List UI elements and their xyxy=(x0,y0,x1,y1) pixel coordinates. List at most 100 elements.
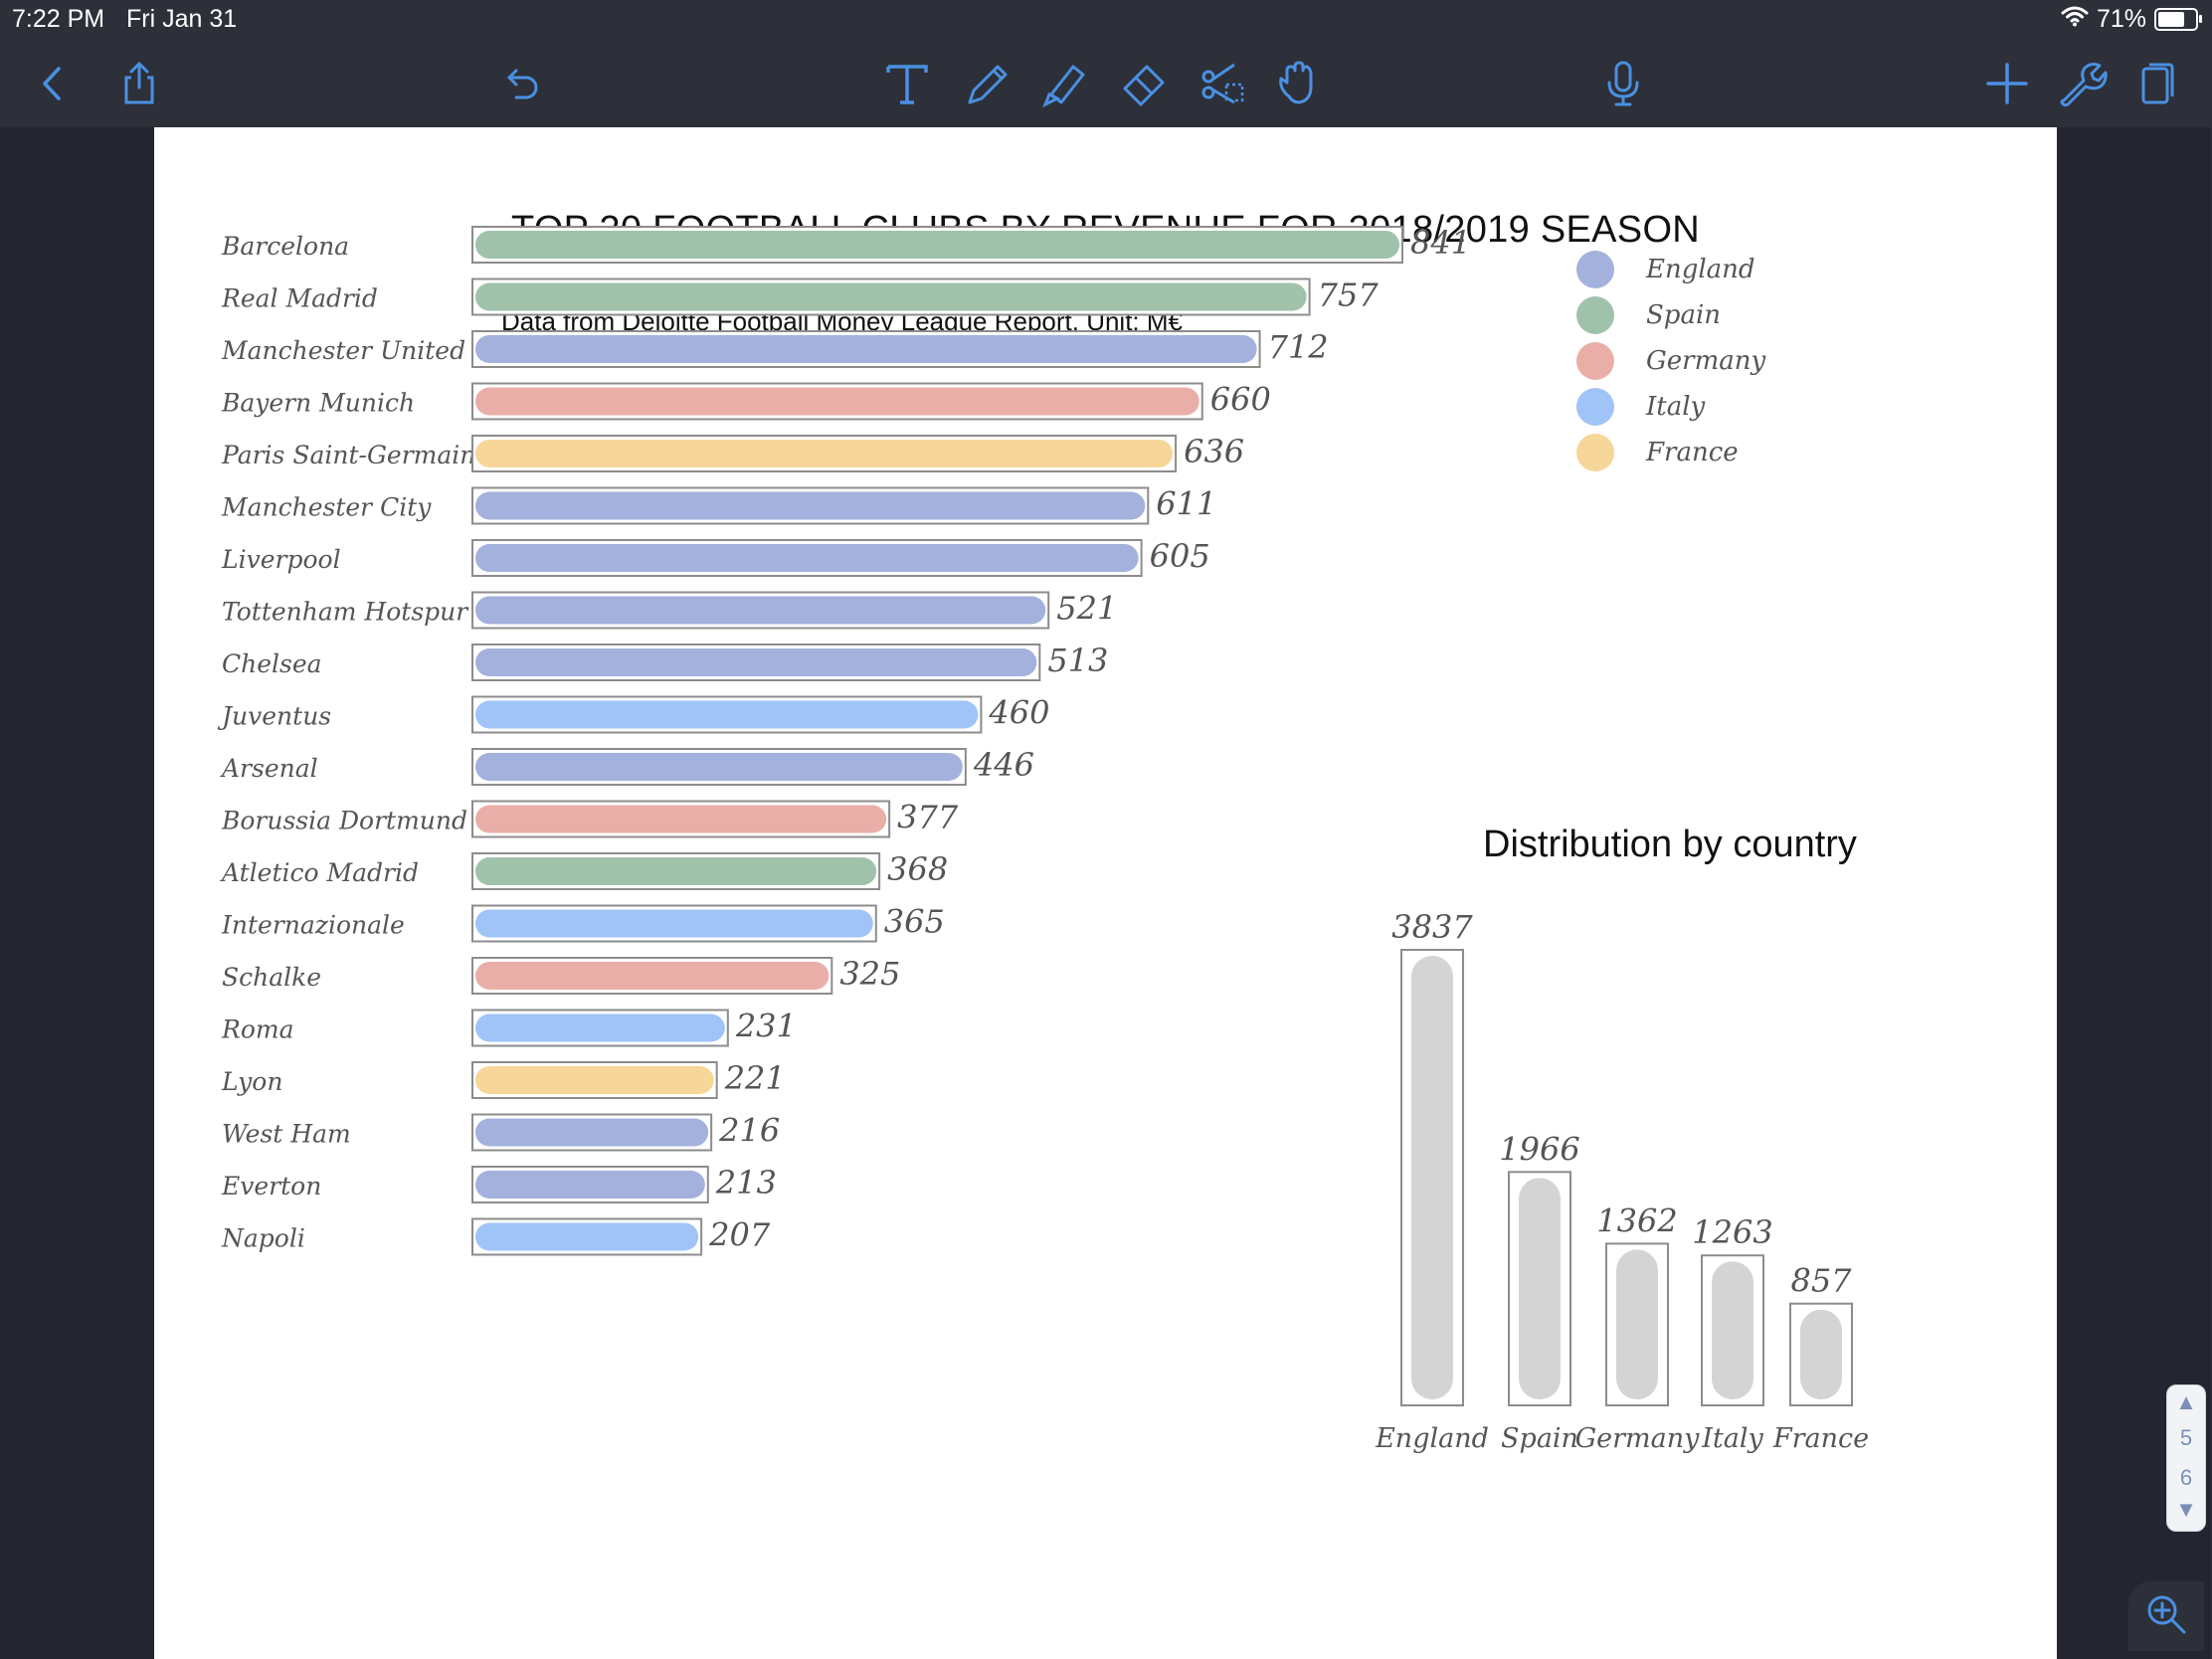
current-page-number: 5 xyxy=(2179,1425,2193,1450)
wifi-icon xyxy=(2061,5,2089,34)
bar xyxy=(475,753,963,781)
club-label: West Ham xyxy=(222,1120,351,1149)
bar xyxy=(475,962,830,990)
legend-label: Italy xyxy=(1645,392,1706,422)
zoom-button[interactable] xyxy=(2128,1581,2204,1651)
country-value-label: 3837 xyxy=(1391,908,1473,946)
bar-value-label: 213 xyxy=(715,1164,777,1201)
legend-swatch xyxy=(1576,342,1614,380)
next-page-number: 6 xyxy=(2179,1465,2193,1490)
bar-value-label: 636 xyxy=(1184,433,1244,470)
bar xyxy=(475,857,877,885)
bar xyxy=(475,282,1307,311)
page-down-icon[interactable]: ▼ xyxy=(2175,1497,2197,1522)
country-label: Germany xyxy=(1575,1423,1701,1454)
bar-value-label: 368 xyxy=(887,850,948,888)
share-icon[interactable] xyxy=(109,54,169,113)
bar xyxy=(475,1222,699,1251)
club-label: Borussia Dortmund xyxy=(221,807,467,835)
club-label: Atletico Madrid xyxy=(220,858,419,887)
toolbar xyxy=(0,40,2212,127)
club-label: Arsenal xyxy=(220,754,318,783)
bar xyxy=(475,231,1399,259)
bar-value-label: 841 xyxy=(1410,224,1471,262)
country-value-label: 1966 xyxy=(1499,1130,1579,1168)
bar-value-label: 446 xyxy=(973,746,1034,784)
country-value-label: 1362 xyxy=(1596,1201,1677,1239)
bar-value-label: 460 xyxy=(988,694,1049,732)
country-bar xyxy=(1616,1249,1658,1399)
legend-swatch xyxy=(1576,251,1614,288)
pages-icon[interactable] xyxy=(2126,54,2186,113)
country-bar xyxy=(1519,1178,1561,1399)
bar xyxy=(475,700,979,729)
text-tool-icon[interactable] xyxy=(877,54,937,113)
lasso-scissors-icon[interactable] xyxy=(1194,54,1253,113)
document-page: TOP 20 FOOTBALL CLUBS BY REVENUE FOR 201… xyxy=(154,127,2057,1659)
country-bar xyxy=(1712,1261,1753,1399)
page-up-icon[interactable]: ▲ xyxy=(2175,1389,2197,1414)
status-date: Fri Jan 31 xyxy=(126,5,238,33)
bar-value-label: 712 xyxy=(1268,328,1329,366)
legend-label: Spain xyxy=(1646,300,1721,330)
zoom-in-icon xyxy=(2144,1592,2188,1641)
battery-percent: 71% xyxy=(2096,5,2146,33)
bar xyxy=(475,1014,725,1042)
bar xyxy=(475,805,887,833)
club-label: Roma xyxy=(221,1015,294,1044)
club-label: Internazionale xyxy=(221,911,405,940)
status-bar: 7:22 PM Fri Jan 31 71% xyxy=(0,0,2212,40)
settings-wrench-icon[interactable] xyxy=(2051,54,2111,113)
bar xyxy=(475,648,1037,676)
club-label: Napoli xyxy=(221,1224,305,1253)
country-label: England xyxy=(1375,1423,1489,1454)
club-label: Real Madrid xyxy=(221,284,378,313)
club-label: Juventus xyxy=(217,702,331,731)
eraser-tool-icon[interactable] xyxy=(1114,54,1174,113)
battery-icon xyxy=(2154,8,2202,31)
bar-value-label: 365 xyxy=(884,903,945,941)
club-label: Schalke xyxy=(222,963,321,992)
club-label: Bayern Munich xyxy=(221,389,415,418)
bar xyxy=(475,1066,714,1094)
left-margin xyxy=(0,127,154,1659)
add-icon[interactable] xyxy=(1977,54,2037,113)
country-bar xyxy=(1800,1309,1842,1399)
pen-tool-icon[interactable] xyxy=(957,54,1016,113)
club-label: Everton xyxy=(221,1172,321,1200)
back-icon[interactable] xyxy=(24,54,84,113)
highlighter-tool-icon[interactable] xyxy=(1034,54,1094,113)
legend-label: Germany xyxy=(1646,346,1765,376)
microphone-icon[interactable] xyxy=(1593,54,1653,113)
country-label: Italy xyxy=(1701,1423,1763,1454)
country-label: France xyxy=(1772,1423,1869,1454)
bar-value-label: 377 xyxy=(897,799,959,836)
country-value-label: 857 xyxy=(1790,1262,1852,1300)
undo-icon[interactable] xyxy=(493,54,553,113)
country-bar xyxy=(1411,956,1453,1399)
bar xyxy=(475,491,1146,520)
status-time: 7:22 PM xyxy=(12,5,105,33)
bar-value-label: 513 xyxy=(1047,642,1108,679)
bar-value-label: 660 xyxy=(1210,381,1271,419)
bar xyxy=(475,387,1199,416)
bar xyxy=(475,335,1257,363)
club-label: Barcelona xyxy=(221,232,349,261)
club-label: Lyon xyxy=(221,1067,282,1096)
hand-tool-icon[interactable] xyxy=(1268,54,1328,113)
bar-value-label: 611 xyxy=(1156,485,1216,523)
country-label: Spain xyxy=(1501,1423,1578,1454)
bar-value-label: 325 xyxy=(839,955,900,993)
bar-value-label: 521 xyxy=(1056,590,1117,628)
page-navigator[interactable]: ▲ 5 6 ▼ xyxy=(2166,1384,2206,1532)
club-label: Liverpool xyxy=(221,545,341,574)
bar-value-label: 605 xyxy=(1150,537,1210,575)
club-label: Manchester United xyxy=(221,336,465,365)
bar xyxy=(475,1171,705,1198)
status-right: 71% xyxy=(2061,5,2202,34)
legend-swatch xyxy=(1576,296,1614,334)
bar-value-label: 216 xyxy=(718,1112,780,1150)
bar xyxy=(475,909,873,938)
bar-value-label: 231 xyxy=(735,1008,797,1045)
legend-label: France xyxy=(1645,438,1739,467)
